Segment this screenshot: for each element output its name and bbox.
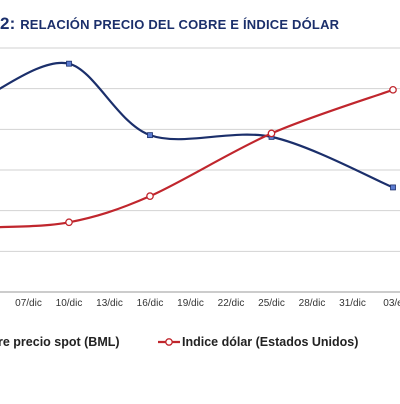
chart-title-text: RELACIÓN PRECIO DEL COBRE E ÍNDICE DÓLAR	[20, 17, 340, 32]
x-tick-label: 25/dic	[258, 298, 285, 309]
legend-label-indice-dolar: Indice dólar (Estados Unidos)	[182, 335, 358, 349]
x-tick-label: 10/dic	[56, 298, 83, 309]
x-tick-label: 22/dic	[218, 298, 245, 309]
legend-label-cobre: re precio spot (BML)	[0, 335, 120, 349]
x-tick-label: 19/dic	[177, 298, 204, 309]
data-point-cobre	[147, 132, 153, 139]
x-tick-label: 07/dic	[15, 298, 42, 309]
x-tick-label: 13/dic	[96, 298, 123, 309]
series-line-cobre	[0, 61, 394, 189]
x-tick-label: 16/dic	[137, 298, 164, 309]
data-point-indice-dolar	[389, 85, 397, 94]
legend-marker-indice-dolar	[165, 338, 173, 346]
chart-title: 2: RELACIÓN PRECIO DEL COBRE E ÍNDICE DÓ…	[0, 14, 400, 34]
data-point-indice-dolar	[146, 192, 154, 200]
x-tick-label: 03/e	[383, 298, 400, 309]
chart-title-prefix: 2:	[0, 14, 16, 33]
data-point-cobre	[66, 60, 72, 67]
x-tick-label: 28/dic	[299, 298, 326, 309]
data-point-cobre	[390, 184, 396, 191]
series-line-indice-dolar	[0, 88, 394, 229]
data-point-indice-dolar	[267, 129, 276, 138]
x-tick-label: 31/dic	[339, 298, 366, 309]
data-point-indice-dolar	[65, 218, 73, 227]
